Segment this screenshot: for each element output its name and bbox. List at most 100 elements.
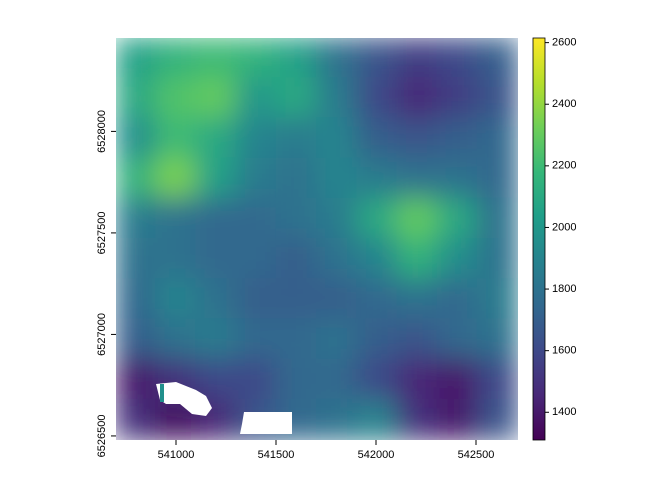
raster-cell xyxy=(116,157,158,200)
raster-cell xyxy=(356,197,399,240)
raster-cell xyxy=(116,77,158,120)
raster-cell xyxy=(356,278,399,321)
colorbar-tick-label: 1400 xyxy=(552,406,576,418)
raster-cell xyxy=(235,197,278,240)
raster-cell xyxy=(116,38,158,80)
raster-cell xyxy=(195,77,238,120)
raster-cell xyxy=(275,77,318,120)
raster-cell xyxy=(195,318,238,361)
colorbar xyxy=(532,37,546,441)
raster-cell xyxy=(235,318,278,361)
raster-cell xyxy=(396,398,439,440)
raster-cell xyxy=(155,318,198,361)
raster-cell xyxy=(275,318,318,361)
raster-cell xyxy=(396,157,439,200)
raster-cell xyxy=(195,157,238,200)
raster-cell xyxy=(116,358,158,401)
raster-cell xyxy=(356,157,399,200)
raster-cell xyxy=(356,238,399,281)
raster-cell xyxy=(396,358,439,401)
raster-cell xyxy=(275,157,318,200)
raster-cell xyxy=(356,77,399,120)
raster-cell xyxy=(116,278,158,321)
raster-cell xyxy=(476,398,518,440)
raster-cell xyxy=(235,157,278,200)
raster-cell xyxy=(275,38,318,80)
raster-cell xyxy=(476,238,518,281)
raster-cell xyxy=(116,197,158,240)
raster-cell xyxy=(436,278,479,321)
y-tick-label: 6528000 xyxy=(96,110,108,153)
raster-cell xyxy=(436,117,479,160)
raster-cell xyxy=(155,38,198,80)
x-tick-label: 542000 xyxy=(358,449,395,461)
raster-cell xyxy=(356,398,399,440)
raster-cell xyxy=(155,278,198,321)
raster-cell xyxy=(316,318,359,361)
raster-cell xyxy=(195,117,238,160)
raster-cells xyxy=(116,38,518,440)
raster-cell xyxy=(476,358,518,401)
no-data xyxy=(240,412,292,434)
raster-cell xyxy=(316,358,359,401)
colorbar-tick-label: 1600 xyxy=(552,345,576,357)
raster-cell xyxy=(316,197,359,240)
colorbar-tick-label: 2600 xyxy=(552,37,576,49)
raster-cell xyxy=(235,358,278,401)
raster-cell xyxy=(436,358,479,401)
raster-cell xyxy=(195,278,238,321)
y-tick-label: 6527500 xyxy=(96,211,108,254)
raster-cell xyxy=(116,238,158,281)
colorbar-tick-label: 2000 xyxy=(552,221,576,233)
raster-cell xyxy=(356,358,399,401)
raster-cell xyxy=(316,38,359,80)
raster-cell xyxy=(396,238,439,281)
raster-cell xyxy=(116,398,158,440)
raster-cell xyxy=(116,117,158,160)
raster-cell xyxy=(195,38,238,80)
raster-cell xyxy=(195,238,238,281)
y-tick-label: 6526500 xyxy=(96,415,108,458)
raster-cell xyxy=(155,77,198,120)
raster-cell xyxy=(396,117,439,160)
y-tick-label: 6527000 xyxy=(96,313,108,356)
raster-cell xyxy=(436,197,479,240)
colorbar-tick-label: 2400 xyxy=(552,98,576,110)
raster-cell xyxy=(235,77,278,120)
raster-cell xyxy=(235,278,278,321)
raster-cell xyxy=(396,197,439,240)
raster-cell xyxy=(235,38,278,80)
raster-cell xyxy=(476,318,518,361)
raster xyxy=(116,38,518,440)
x-tick-label: 542500 xyxy=(458,449,495,461)
raster-cell xyxy=(235,238,278,281)
raster-cell xyxy=(316,157,359,200)
raster-cell xyxy=(436,238,479,281)
raster-cell xyxy=(275,238,318,281)
raster-cell xyxy=(356,117,399,160)
raster-cell xyxy=(316,278,359,321)
raster-cell xyxy=(316,398,359,440)
raster-cell xyxy=(195,358,238,401)
raster-cell xyxy=(155,117,198,160)
raster-cell xyxy=(436,77,479,120)
x-tick-label: 541000 xyxy=(158,449,195,461)
raster-cell xyxy=(476,117,518,160)
raster-cell xyxy=(356,38,399,80)
raster-cell xyxy=(155,157,198,200)
raster-cell xyxy=(116,318,158,361)
raster-cell xyxy=(436,398,479,440)
raster-cell xyxy=(155,197,198,240)
raster-cell xyxy=(476,77,518,120)
raster-cell xyxy=(476,278,518,321)
raster-cell xyxy=(275,278,318,321)
no-data-edge xyxy=(160,384,164,402)
colorbar-tick-label: 1800 xyxy=(552,283,576,295)
raster-cell xyxy=(396,38,439,80)
raster-cell xyxy=(155,238,198,281)
raster-cell xyxy=(476,197,518,240)
no-data xyxy=(156,382,212,416)
raster-cell xyxy=(356,318,399,361)
raster-cell xyxy=(316,117,359,160)
no-data-areas xyxy=(156,382,292,434)
